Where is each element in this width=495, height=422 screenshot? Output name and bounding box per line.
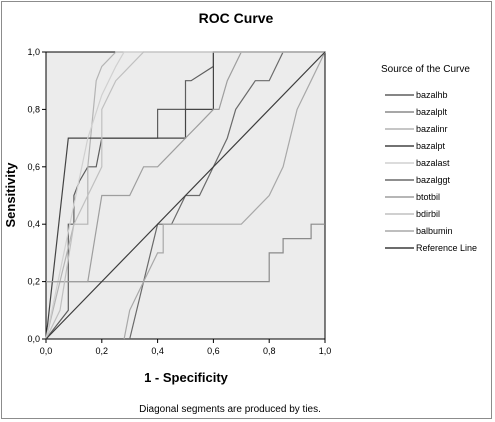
legend-title: Source of the Curve: [381, 64, 470, 75]
legend: bazalhb bazalplt bazalinr bazalpt bazalast ba…: [385, 90, 477, 253]
series-line-9: [45, 51, 326, 340]
x-tick-label-1: 0,2: [96, 346, 109, 356]
legend-label-5: bazalggt: [416, 175, 451, 185]
legend-label-3: bazalpt: [416, 141, 446, 151]
legend-label-0: bazalhb: [416, 90, 448, 100]
y-tick-label-5: 1,0: [27, 47, 40, 57]
y-tick-label-3: 0,6: [27, 162, 40, 172]
x-tick-label-2: 0,4: [151, 346, 164, 356]
legend-label-8: balbumin: [416, 226, 453, 236]
legend-label-4: bazalast: [416, 158, 450, 168]
x-tick-label-5: 1,0: [319, 346, 332, 356]
series-line-8: [123, 51, 326, 340]
legend-label-7: bdirbil: [416, 209, 440, 219]
x-tick-label-0: 0,0: [40, 346, 53, 356]
x-axis-ticks: 0,0 0,2 0,4 0,6 0,8 1,0: [40, 339, 332, 356]
legend-label-2: bazalinr: [416, 124, 448, 134]
series-line-7: [45, 51, 325, 340]
x-tick-label-4: 0,8: [263, 346, 276, 356]
series-line-5: [129, 51, 325, 340]
legend-label-1: bazalplt: [416, 107, 448, 117]
legend-label-9: Reference Line: [416, 243, 477, 253]
y-axis-title: Sensitivity: [3, 162, 18, 228]
y-tick-label-0: 0,0: [27, 334, 40, 344]
series-line-2: [45, 51, 144, 340]
legend-label-6: btotbil: [416, 192, 440, 202]
series-line-3: [45, 51, 325, 340]
y-tick-label-1: 0,2: [27, 277, 40, 287]
y-axis-ticks: 0,0 0,2 0,4 0,6 0,8 1,0: [27, 47, 46, 344]
y-tick-label-4: 0,8: [27, 104, 40, 114]
y-tick-label-2: 0,4: [27, 219, 40, 229]
footnote: Diagonal segments are produced by ties.: [139, 404, 321, 415]
series-layer: [45, 51, 326, 340]
x-tick-label-3: 0,6: [207, 346, 220, 356]
chart-title: ROC Curve: [199, 10, 274, 26]
x-axis-title: 1 - Specificity: [144, 370, 229, 385]
